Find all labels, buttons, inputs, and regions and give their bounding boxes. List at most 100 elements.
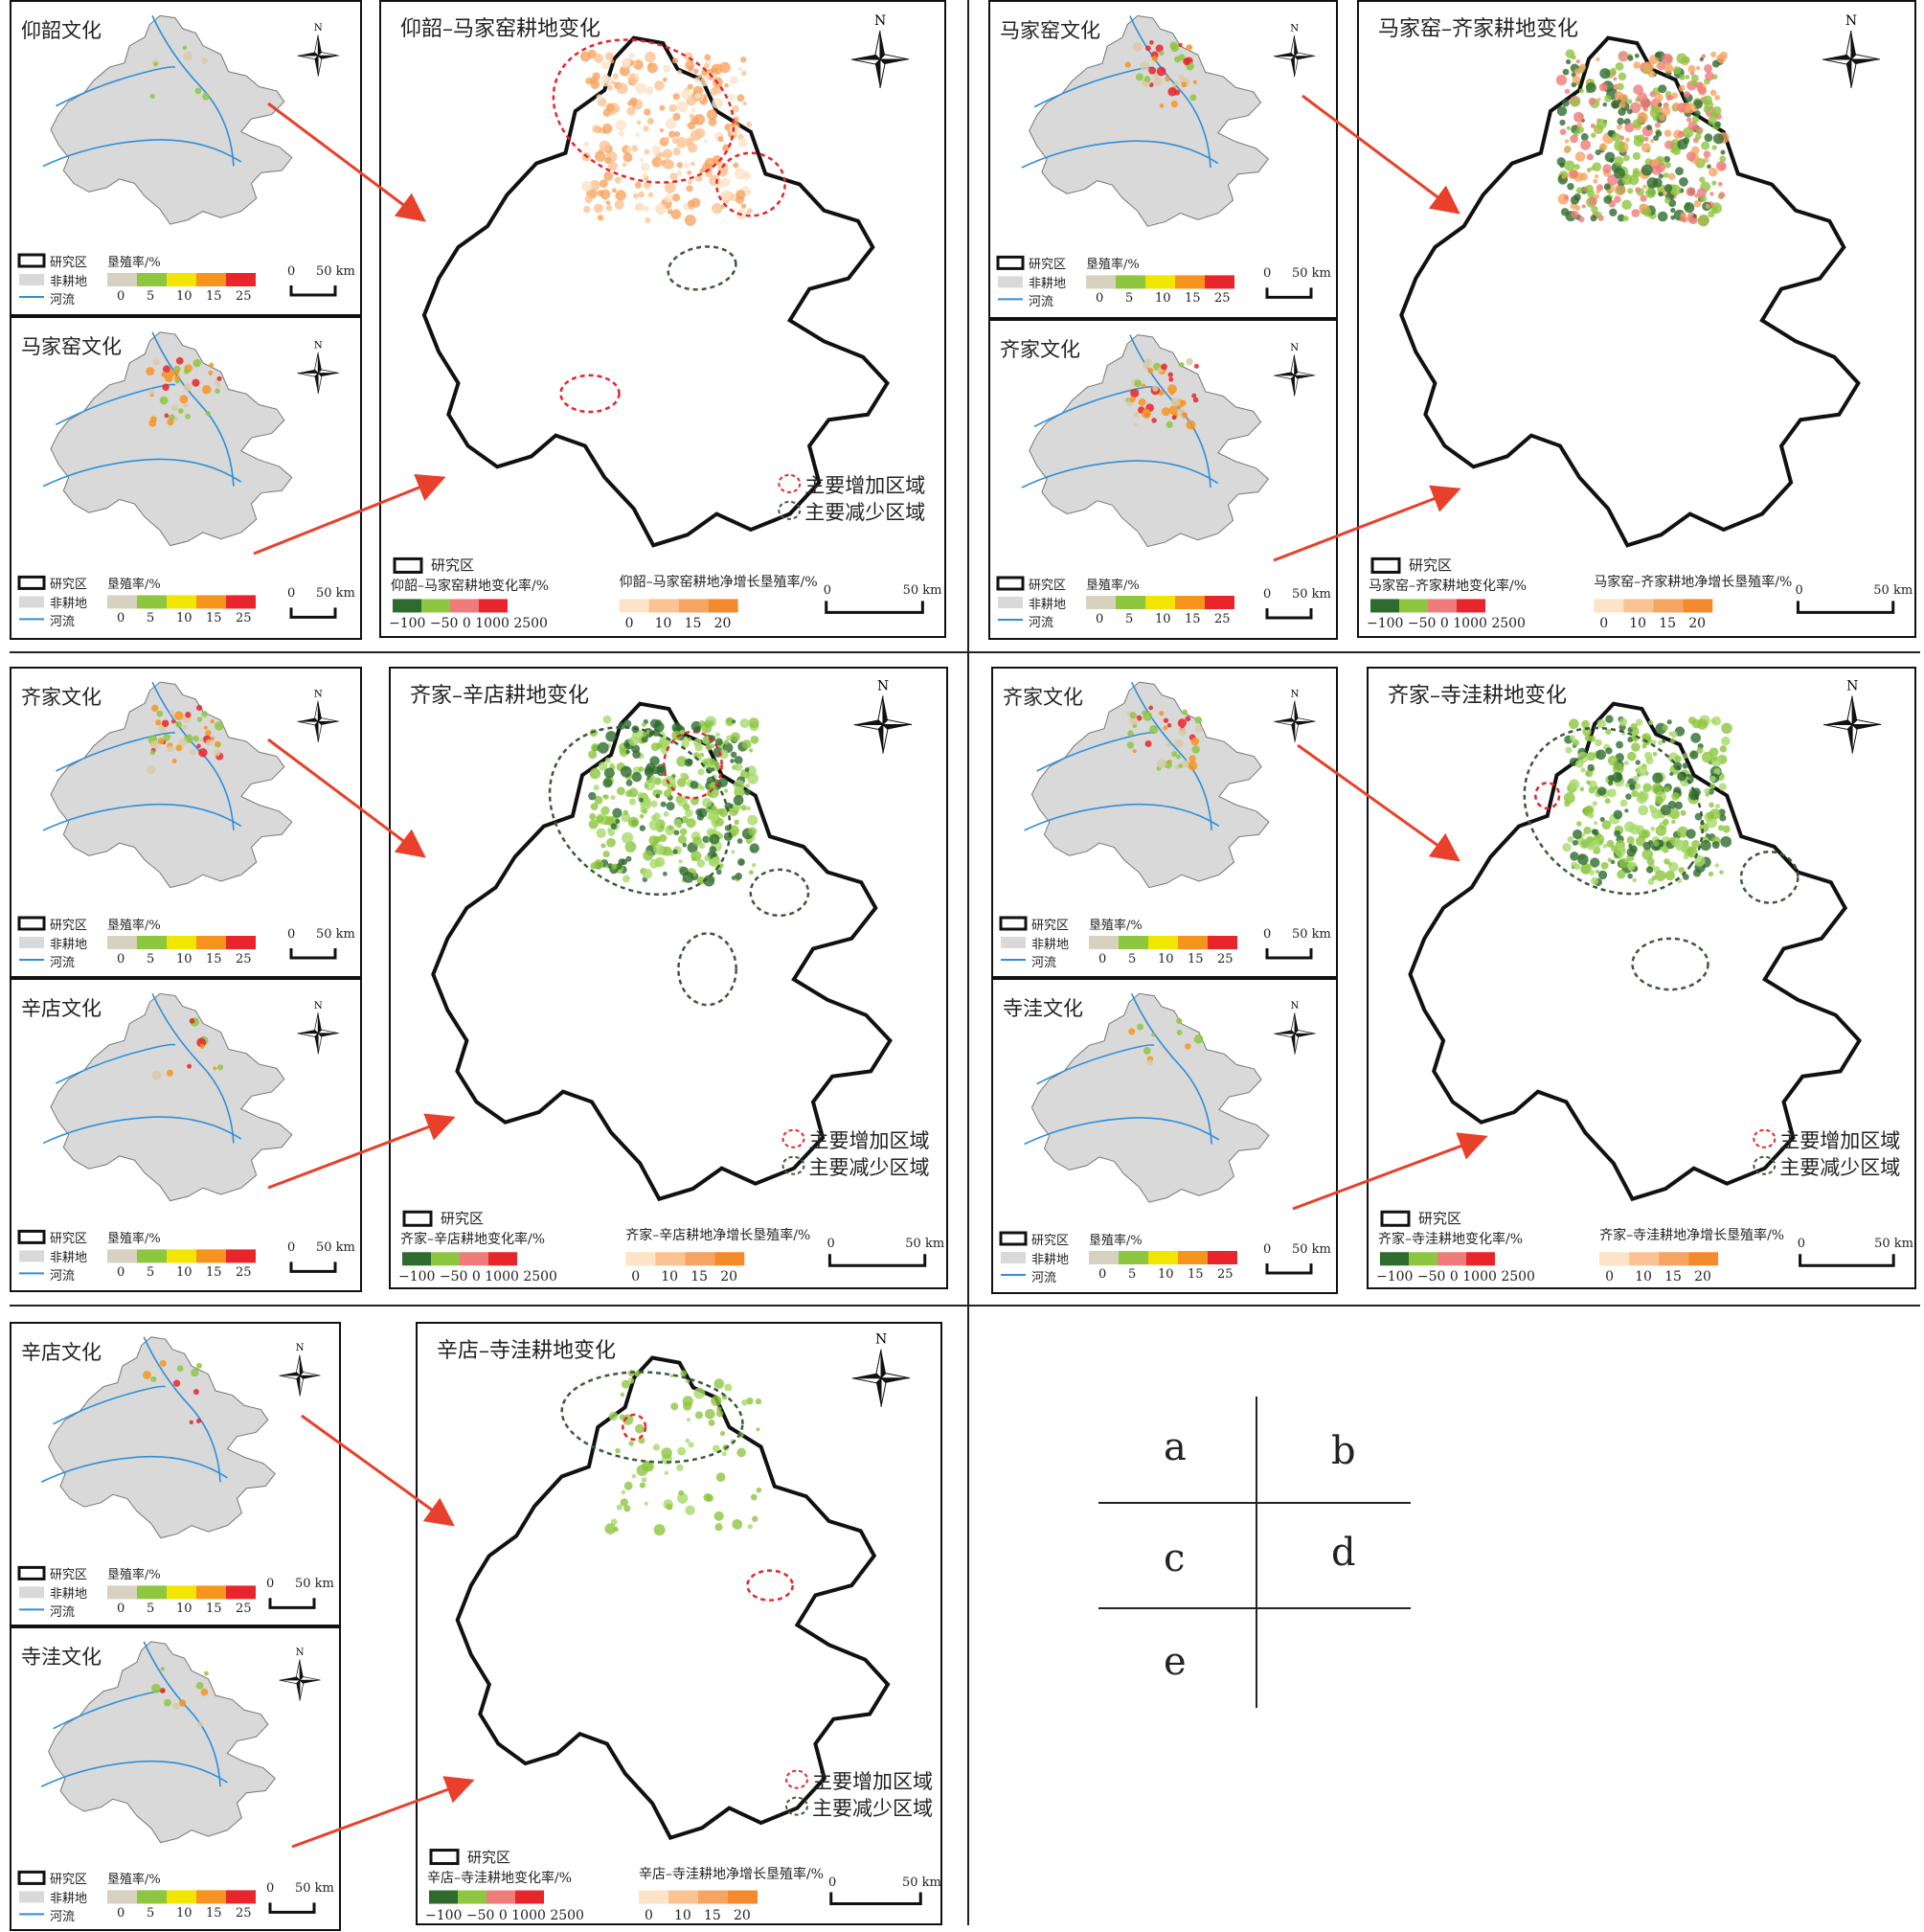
farmland-dot <box>1133 412 1140 419</box>
change-dot <box>683 162 690 169</box>
change-dot <box>1691 115 1700 124</box>
river-line <box>1036 1044 1155 1085</box>
legend-increase-ring <box>1753 1128 1777 1148</box>
legend-reclaim-tick: 25 <box>1214 612 1231 626</box>
change-dot <box>724 82 730 88</box>
change-dot <box>713 824 718 830</box>
farmland-dot <box>181 724 188 731</box>
change-dot <box>602 715 612 724</box>
farmland-dot <box>160 1667 166 1671</box>
study-area-outline <box>1408 701 1863 1202</box>
change-dot <box>756 1427 760 1432</box>
culture-inset: 仰韶文化 N 研究区 非耕地 河流 垦殖率/% 0 5 10 15 25 0 50 km <box>10 0 362 316</box>
legend-change-ticks: −100 −50 0 1000 2500 <box>425 1907 584 1923</box>
farmland-dot <box>162 383 170 391</box>
change-dot <box>622 809 629 816</box>
change-dot <box>1689 750 1699 760</box>
change-dot <box>1559 128 1567 136</box>
change-dot <box>690 129 702 142</box>
legend-change-swatch <box>458 1890 487 1904</box>
change-dot <box>1671 792 1680 801</box>
change-dot <box>1612 132 1621 143</box>
legend-reclaim-swatch <box>196 1890 226 1904</box>
change-dot <box>606 837 616 848</box>
change-dot <box>1640 194 1647 202</box>
change-dot <box>736 195 745 204</box>
farmland-dot <box>149 750 156 756</box>
change-dot <box>737 858 745 866</box>
change-dot <box>1686 829 1696 839</box>
change-dot <box>1612 771 1623 783</box>
legend-reclaim-tick: 25 <box>236 1602 252 1617</box>
change-dot <box>1677 102 1687 113</box>
change-dot <box>1605 715 1614 723</box>
change-dot <box>1595 127 1599 132</box>
change-dot <box>607 85 613 91</box>
change-dot <box>1591 829 1597 834</box>
change-dot <box>654 859 662 867</box>
legend-reclaim-swatch <box>196 595 226 609</box>
change-dot <box>1635 187 1641 193</box>
river-line <box>53 1385 166 1425</box>
change-dot <box>588 791 597 801</box>
legend-reclaim-tick: 15 <box>206 1602 222 1617</box>
legend-reclaim-tick: 5 <box>1128 952 1137 966</box>
change-dot <box>1719 870 1724 875</box>
legend-reclaim-title: 垦殖率/% <box>107 578 161 593</box>
change-dot <box>1561 99 1570 107</box>
scale-label: 50 km <box>316 264 355 279</box>
change-dot <box>1708 210 1715 218</box>
change-dot <box>740 57 747 63</box>
change-dot <box>1607 189 1612 194</box>
change-dot <box>634 181 642 189</box>
change-dot <box>1721 736 1731 746</box>
legend-reclaim-tick: 25 <box>236 611 252 626</box>
change-dot <box>1687 121 1698 131</box>
change-dot <box>1669 184 1682 196</box>
farmland-dot <box>1128 1028 1136 1035</box>
change-dot <box>625 779 633 786</box>
inset-title: 仰韶文化 <box>21 19 102 42</box>
legend-change-swatch <box>1370 599 1399 613</box>
change-dot <box>596 94 602 101</box>
legend-reclaim-tick: 0 <box>117 289 125 304</box>
change-dot <box>1645 757 1654 765</box>
change-dot <box>628 1441 634 1446</box>
change-dot <box>1565 49 1575 58</box>
change-dot <box>625 855 632 862</box>
change-dot <box>1719 814 1727 822</box>
legend-change-title: 齐家–辛店耕地变化率/% <box>400 1232 546 1248</box>
change-dot <box>607 828 612 832</box>
change-dot <box>653 721 665 733</box>
change-dot <box>1646 125 1652 131</box>
change-map-panel: 齐家–辛店耕地变化 N 主要增加区域 主要减少区域 研究区 齐家–辛店耕地变化率/% −10… <box>389 667 948 1289</box>
north-arrow-icon: N <box>279 1648 321 1701</box>
legend-change-swatch <box>515 1890 544 1904</box>
change-dot <box>611 80 617 85</box>
change-dot <box>1693 199 1702 208</box>
change-dot <box>1632 151 1641 161</box>
change-dot <box>1654 93 1664 102</box>
change-dot <box>1571 210 1579 219</box>
north-label: N <box>1845 13 1857 29</box>
farmland-dot <box>196 743 201 748</box>
change-dot <box>601 123 613 134</box>
legend-increase-ring <box>785 1769 808 1789</box>
change-dot <box>1627 736 1634 743</box>
change-dot <box>656 766 663 772</box>
legend-reclaim-swatch <box>226 273 256 286</box>
farmland-dot <box>1185 1043 1191 1050</box>
legend-river-label: 河流 <box>50 1605 76 1621</box>
decrease-region-ring <box>677 932 737 1007</box>
change-dot <box>1579 786 1585 792</box>
legend-change-title: 马家窑–齐家耕地变化率/% <box>1369 579 1528 595</box>
farmland-dot <box>173 416 179 421</box>
farmland-dot <box>199 1043 205 1049</box>
change-dot <box>622 719 632 728</box>
change-dot <box>622 831 634 844</box>
change-dot <box>614 199 625 210</box>
change-dot <box>1581 832 1586 837</box>
change-dot <box>1611 102 1618 109</box>
farmland-dot <box>208 370 214 375</box>
legend-change-ticks: −100 −50 0 1000 2500 <box>389 616 548 632</box>
